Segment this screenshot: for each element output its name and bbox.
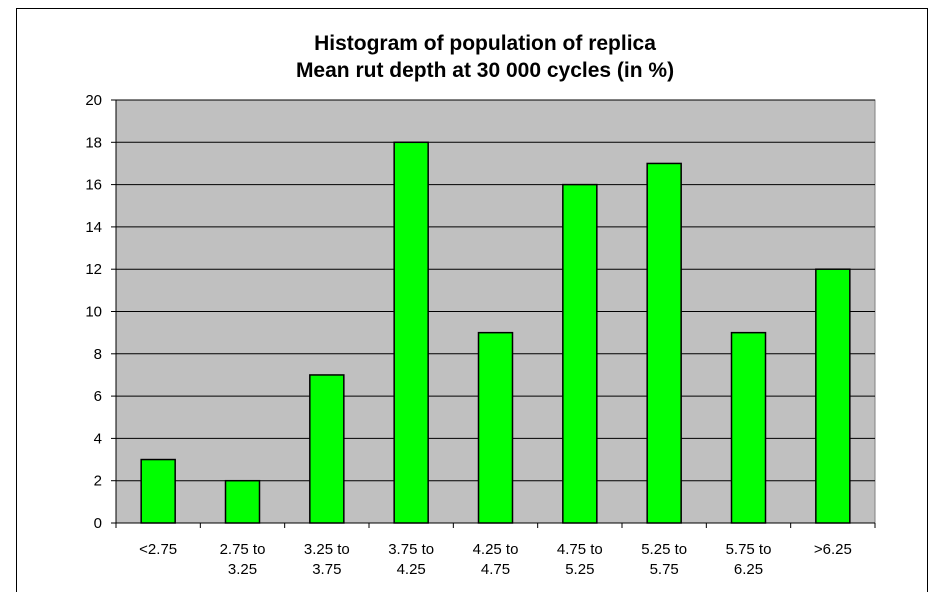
axes [111,99,876,528]
bar [730,331,767,524]
y-tick-label: 18 [85,134,102,151]
y-tick-label: 0 [94,515,102,532]
y-tick-label: 12 [85,261,102,278]
x-tick-label: 3.25 to [304,541,350,558]
bar [309,374,345,524]
bar [224,479,261,524]
x-tick-label: 3.75 [312,561,341,578]
y-tick-label: 20 [85,92,102,109]
x-tick-label: 5.25 [565,561,594,578]
bar [393,141,429,524]
bars [140,141,851,524]
bar [140,458,176,524]
y-tick-label: 4 [94,430,102,447]
y-tick-label: 10 [85,304,102,321]
chart-title-line-1: Histogram of population of replica [314,32,656,55]
x-tick-label: 4.25 to [473,541,519,558]
y-tick-label: 8 [94,346,102,363]
bar [815,268,851,524]
x-tick-label: 4.25 [397,561,426,578]
y-tick-label: 2 [94,473,102,490]
x-tick-label: 2.75 to [220,541,266,558]
y-tick-labels: 0 2 4 6 8 10 12 14 16 18 20 [85,92,102,532]
x-tick-label: 3.75 to [388,541,434,558]
bar [477,331,514,524]
y-tick-label: 16 [85,177,102,194]
x-tick-label: 4.75 to [557,541,603,558]
chart-title-line-2: Mean rut depth at 30 000 cycles (in %) [296,59,674,82]
x-tick-label: 6.25 [734,561,763,578]
bar [646,162,682,524]
x-tick-label: 5.75 [650,561,679,578]
x-tick-label: 3.25 [228,561,257,578]
x-tick-label: 5.25 to [641,541,687,558]
bar [562,183,598,524]
x-tick-label: >6.25 [814,541,852,558]
x-tick-labels: <2.75 2.75 to 3.25 3.25 to 3.75 3.75 to 4.25 4.… [139,541,852,578]
x-tick-label: <2.75 [139,541,177,558]
x-tick-label: 5.75 to [726,541,772,558]
x-tick-label: 4.75 [481,561,510,578]
y-tick-label: 6 [94,388,102,405]
y-tick-label: 14 [85,219,102,236]
